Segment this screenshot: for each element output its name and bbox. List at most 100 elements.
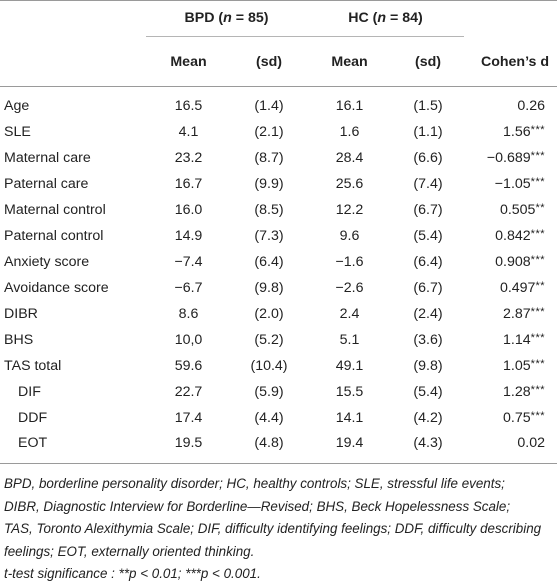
header-sd-bpd: (sd) [256,54,283,70]
bpd-mean-cell: 16.0 [174,202,203,218]
table-row: Maternal care 23.2 (8.7) 28.4 (6.6) −0.689*** [0,145,557,171]
hc-sd-cell: (1.1) [413,124,443,140]
cohens-d-value: 0.908 [495,254,531,270]
row-label: DIF [18,384,41,400]
bpd-sd-cell: (10.4) [250,358,288,374]
row-label: Avoidance score [4,280,109,296]
table-row: Maternal control 16.0 (8.5) 12.2 (6.7) 0.505*… [0,197,557,223]
cohens-d-value: 1.14 [503,332,531,348]
bpd-sd-cell: (6.4) [254,254,284,270]
significance-marker: *** [530,150,546,162]
table-row: Paternal care 16.7 (9.9) 25.6 (7.4) −1.05*** [0,171,557,197]
hc-mean-cell: 9.6 [339,228,360,244]
bpd-sd-cell: (7.3) [254,228,284,244]
hc-sd-cell: (6.6) [413,150,443,166]
footnote-line: TAS, Toronto Alexithymia Scale; DIF, dif… [4,521,542,536]
row-label: BHS [4,332,34,348]
hc-mean-cell: 49.1 [335,358,364,374]
hc-mean-cell: 25.6 [335,176,364,192]
cohens-d-value: 0.02 [517,435,546,451]
significance-marker: *** [530,254,546,266]
cohens-d-value: 0.75 [503,410,531,426]
hc-mean-cell: 15.5 [335,384,364,400]
footnote-line: DIBR, Diagnostic Interview for Borderlin… [4,498,511,514]
cohens-d-cell: 0.75*** [464,405,557,431]
cohens-d-value: 1.56 [503,124,531,140]
group-header-row: BPD (n = 85) HC (n = 84) [0,0,557,37]
row-label: SLE [4,124,31,140]
header-sd-hc: (sd) [415,54,442,70]
footnote-line: feelings; EOT, externally oriented think… [4,543,255,559]
cohens-d-value: −1.05 [494,176,531,192]
bpd-mean-cell: 19.5 [174,435,203,451]
significance-marker: ** [535,202,546,214]
significance-marker: ** [535,280,546,292]
table-row: DIF 22.7 (5.9) 15.5 (5.4) 1.28*** [0,379,557,405]
header-cohens-d: Cohen’s d [480,53,550,70]
cohens-d-value: 0.842 [495,228,531,244]
cohens-d-cell: 1.14*** [464,327,557,353]
significance-note: t-test significance : **p < 0.01; ***p <… [4,566,261,581]
cohens-d-cell: 0.02 [464,431,557,468]
hc-sd-cell: (2.4) [413,306,443,322]
bpd-mean-cell: −7.4 [174,254,203,270]
bpd-sd-cell: (4.4) [254,410,284,426]
significance-marker: *** [530,228,546,240]
row-label: TAS total [4,358,62,374]
row-label: Anxiety score [4,254,90,270]
hc-sd-cell: (6.7) [413,280,443,296]
bpd-sd-cell: (4.8) [254,435,284,451]
hc-mean-cell: 1.6 [339,124,360,140]
row-label: Age [4,98,30,114]
hc-sd-cell: (7.4) [413,176,443,192]
cohens-d-value: −0.689 [486,150,531,166]
significance-marker: *** [530,410,546,422]
significance-marker: *** [530,358,546,370]
cohens-d-cell: −1.05*** [464,171,557,197]
table-row: SLE 4.1 (2.1) 1.6 (1.1) 1.56*** [0,119,557,145]
bpd-sd-cell: (9.9) [254,176,284,192]
cohens-d-value: 0.505 [499,202,536,218]
row-label: EOT [18,435,48,451]
hc-sd-cell: (3.6) [413,332,443,348]
row-label: Paternal care [4,176,89,192]
bpd-sd-cell: (5.9) [254,384,284,400]
hc-sd-cell: (4.3) [413,435,443,451]
column-header-row: Mean (sd) Mean (sd) Cohen’s d [0,37,557,88]
row-label: Maternal control [4,202,106,218]
bpd-mean-cell: 23.2 [174,150,203,166]
table-row: Paternal control 14.9 (7.3) 9.6 (5.4) 0.842**… [0,223,557,249]
bpd-mean-cell: 14.9 [174,228,203,244]
row-label: Maternal care [4,150,91,166]
table-row: BHS 10,0 (5.2) 5.1 (3.6) 1.14*** [0,327,557,353]
table-row: TAS total 59.6 (10.4) 49.1 (9.8) 1.05*** [0,353,557,379]
bpd-mean-cell: 4.1 [178,124,199,140]
row-label: DDF [18,410,48,426]
hc-mean-cell: 19.4 [335,435,364,451]
hc-mean-cell: 28.4 [335,150,364,166]
table-row: DIBR 8.6 (2.0) 2.4 (2.4) 2.87*** [0,301,557,327]
cohens-d-cell: 1.05*** [464,353,557,379]
bpd-sd-cell: (8.5) [254,202,284,218]
table-row: Avoidance score −6.7 (9.8) −2.6 (6.7) 0.497** [0,275,557,301]
significance-marker: *** [530,306,546,318]
bpd-mean-cell: 59.6 [174,358,203,374]
cohens-d-cell: 2.87*** [464,301,557,327]
bpd-mean-cell: 17.4 [174,410,203,426]
row-label: Paternal control [4,228,104,244]
cohens-d-value: 0.497 [499,280,536,296]
significance-marker: *** [530,124,546,136]
cohens-d-value: 1.28 [503,384,531,400]
header-bottom-rule [0,86,557,87]
cohens-d-cell: 0.497** [464,275,557,301]
bpd-sd-cell: (8.7) [254,150,284,166]
descriptive-statistics-table: BPD (n = 85) HC (n = 84) Mean (sd) Mean … [0,0,557,468]
hc-sd-cell: (6.4) [413,254,443,270]
bpd-mean-cell: 16.5 [174,98,203,114]
table-row: Anxiety score −7.4 (6.4) −1.6 (6.4) 0.908*** [0,249,557,275]
bpd-sd-cell: (2.0) [254,306,284,322]
cohens-d-cell: 0.908*** [464,249,557,275]
hc-mean-cell: 16.1 [335,98,364,114]
hc-mean-cell: 5.1 [339,332,360,348]
